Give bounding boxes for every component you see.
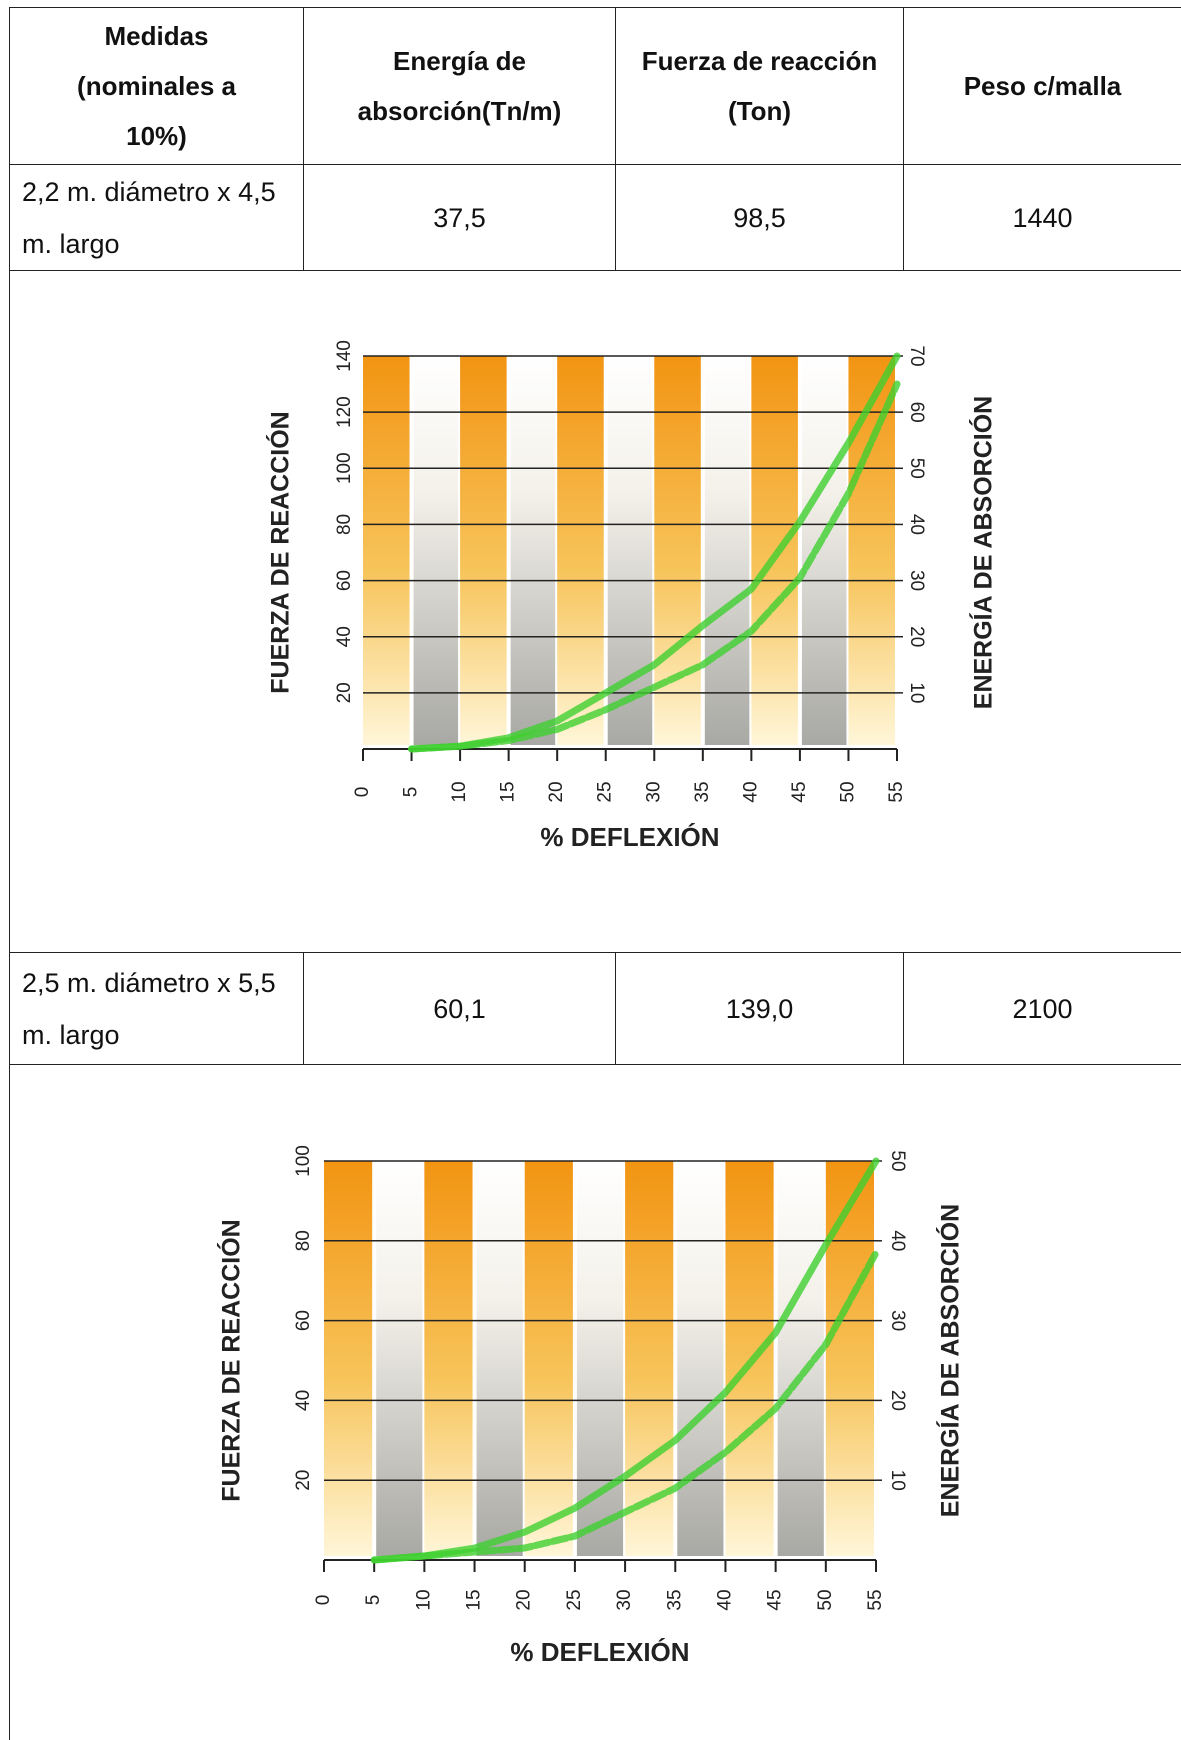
stripe [577,1161,623,1556]
x-tick-label: 0 [352,787,373,798]
y2-axis-title: ENERGÍA DE ABSORCIÓN [968,396,998,709]
x-tick-label: 10 [413,1589,434,1610]
stripe [376,1161,422,1556]
x-tick-label: 35 [692,781,713,802]
y2-tick-label: 20 [887,1390,908,1411]
y2-tick-label: 10 [887,1470,908,1491]
y2-tick-label: 30 [887,1310,908,1331]
y-axis-title: FUERZA DE REACCIÓN [216,1219,246,1501]
x-tick-label: 20 [514,1589,535,1610]
y-axis-title: FUERZA DE REACCIÓN [265,411,295,693]
data-row: 2,5 m. diámetro x 5,5 m. largo 60,1 139,… [10,953,1181,1065]
stripe [424,1161,472,1556]
x-tick-label: 25 [595,781,616,802]
x-tick-label: 15 [464,1589,485,1610]
y-tick-label: 80 [293,1230,314,1251]
stripe [363,356,410,745]
data-row: 2,2 m. diámetro x 4,5 m. largo 37,5 98,5… [10,165,1181,271]
y-tick-label: 20 [334,682,355,703]
x-tick-label: 50 [837,781,858,802]
y2-tick-label: 10 [906,682,927,703]
y-tick-label: 140 [334,340,355,372]
x-tick-label: 45 [789,781,810,802]
x-tick-label: 40 [714,1589,735,1610]
cell: 2,5 m. diámetro x 5,5 m. largo [10,953,304,1065]
y-tick-label: 60 [293,1310,314,1331]
x-tick-label: 15 [498,781,519,802]
chart: 20 40 60 80 100 120 140 10 20 30 40 50 60 70 0 5 10 15 20 2… [10,271,1180,947]
y-tick-label: 100 [334,452,355,484]
spec-table: Medidas (nominales a 10%) Energía de abs… [9,7,1181,1740]
x-tick-label: 30 [643,781,664,802]
y2-tick-label: 60 [906,402,927,423]
page: Medidas (nominales a 10%) Energía de abs… [0,0,1181,1729]
x-axis-title: % DEFLEXIÓN [510,1637,689,1667]
x-tick-label: 5 [401,787,422,798]
stripe [677,1161,723,1556]
stripe [414,356,459,745]
x-tick-label: 10 [449,781,470,802]
header-cell: Energía de absorción(Tn/m) [304,8,616,165]
y-tick-label: 80 [334,514,355,535]
header-row: Medidas (nominales a 10%) Energía de abs… [10,8,1181,165]
y2-tick-label: 30 [906,570,927,591]
y2-tick-label: 70 [906,345,927,366]
stripe [324,1161,372,1556]
y-tick-label: 120 [334,396,355,428]
stripe [751,356,798,745]
cell: 37,5 [304,165,616,271]
y-tick-label: 40 [293,1390,314,1411]
header-cell: Peso c/malla [904,8,1181,165]
y-tick-label: 20 [293,1470,314,1491]
cell: 139,0 [616,953,904,1065]
x-tick-label: 25 [564,1589,585,1610]
header-cell: Fuerza de reacción (Ton) [616,8,904,165]
chart-row: 20 40 60 80 100 120 140 10 20 30 40 50 60 70 0 5 10 15 20 2… [10,271,1181,953]
x-tick-label: 20 [546,781,567,802]
x-tick-label: 55 [886,781,907,802]
stripe [848,356,895,745]
chart-cell: 20 40 60 80 100 120 140 10 20 30 40 50 60 70 0 5 10 15 20 2… [10,271,1181,953]
stripe [557,356,604,745]
stripe [802,356,847,745]
stripe [477,1161,523,1556]
chart-cell: 20 40 60 80 100 10 20 30 40 50 0 5 10 15 20 25 30 35 40 45 5… [10,1065,1181,1740]
stripe [705,356,750,745]
cell: 98,5 [616,165,904,271]
x-tick-label: 55 [865,1589,886,1610]
cell: 2,2 m. diámetro x 4,5 m. largo [10,165,304,271]
cell: 60,1 [304,953,616,1065]
stripe [511,356,556,745]
y-tick-label: 40 [334,626,355,647]
stripe [826,1161,874,1556]
y2-axis-title: ENERGÍA DE ABSORCIÓN [935,1204,965,1517]
stripe [460,356,507,745]
chart: 20 40 60 80 100 10 20 30 40 50 0 5 10 15 20 25 30 35 40 45 5… [10,1065,1180,1735]
cell: 1440 [904,165,1181,271]
x-tick-label: 50 [815,1589,836,1610]
stripe [625,1161,673,1556]
stripe [525,1161,573,1556]
y-tick-label: 100 [293,1145,314,1177]
header-cell: Medidas (nominales a 10%) [10,8,304,165]
x-tick-label: 35 [664,1589,685,1610]
x-tick-label: 45 [765,1589,786,1610]
x-tick-label: 0 [313,1595,334,1606]
x-tick-label: 40 [740,781,761,802]
y2-tick-label: 40 [906,514,927,535]
y2-tick-label: 50 [887,1150,908,1171]
y2-tick-label: 50 [906,458,927,479]
chart-row: 20 40 60 80 100 10 20 30 40 50 0 5 10 15 20 25 30 35 40 45 5… [10,1065,1181,1740]
y2-tick-label: 40 [887,1230,908,1251]
y2-tick-label: 20 [906,626,927,647]
y-tick-label: 60 [334,570,355,591]
x-tick-label: 30 [614,1589,635,1610]
x-tick-label: 5 [363,1595,384,1606]
cell: 2100 [904,953,1181,1065]
x-axis-title: % DEFLEXIÓN [540,822,719,852]
